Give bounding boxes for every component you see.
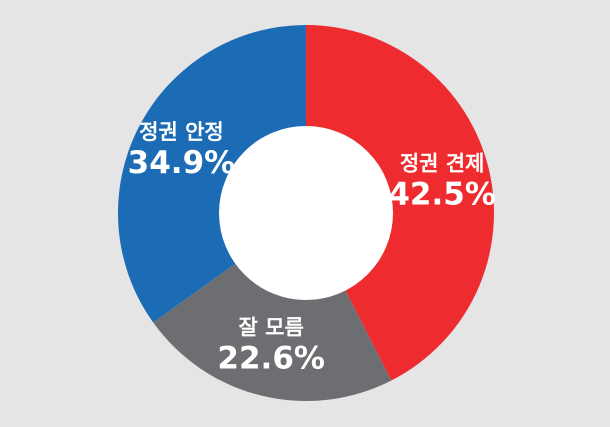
slice-label-3: 정권 안정 [139,120,224,144]
slice-label-1: 정권 견제 [400,151,485,175]
slice-value-label-1: 42.5% [388,176,496,212]
donut-hole [219,126,393,300]
slices-layer [118,25,494,401]
slice-3 [118,25,306,323]
slice-1 [306,25,494,381]
slice-2 [153,213,392,401]
slice-value-label-3: 34.9% [128,145,236,181]
slice-label-2: 잘 모름 [239,315,304,339]
slice-value-label-2: 22.6% [217,340,325,376]
